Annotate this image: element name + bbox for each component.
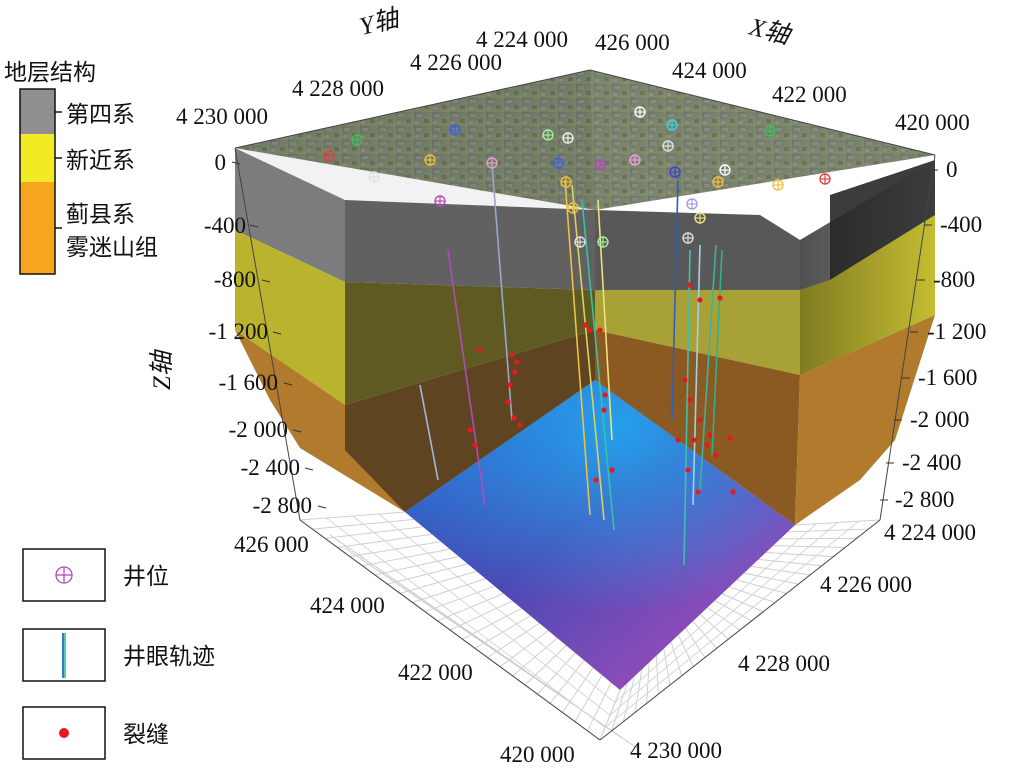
- right-inner-face: [595, 210, 800, 525]
- axis-ticks: [231, 161, 938, 509]
- z-right-tick-labels: 0 -400 -800 -1 200 -1 600 -2 000 -2 400 …: [895, 157, 986, 512]
- legend-label-quaternary: 第四系: [66, 102, 135, 128]
- tick-label: 4 230 000: [176, 104, 268, 129]
- tick-label: -800: [214, 267, 256, 292]
- tick-label: -1 600: [219, 370, 278, 395]
- tick-label: 4 228 000: [292, 76, 384, 101]
- surface-satellite-image: [235, 70, 935, 210]
- well-location-markers: [323, 106, 831, 248]
- tick-label: -2 400: [241, 455, 300, 480]
- bottom-grid: [299, 511, 881, 749]
- tick-label: -400: [204, 213, 246, 238]
- swatch-neogene: [20, 134, 55, 182]
- tick-label: -2 000: [229, 417, 288, 442]
- legend-label-well-location: 井位: [123, 564, 169, 590]
- x-top-tick-labels: 426 000 424 000 422 000 420 000: [595, 30, 970, 135]
- tick-label: 4 224 000: [884, 520, 976, 545]
- tick-label: 420 000: [500, 742, 575, 767]
- tick-label: -1 200: [927, 319, 986, 344]
- tick-label: -2 400: [902, 450, 961, 475]
- tick-label: 0: [946, 157, 958, 182]
- box-edges: [234, 69, 936, 521]
- legend-label-well-trajectory: 井眼轨迹: [123, 644, 215, 670]
- strata-legend-title: 地层结构: [4, 60, 96, 86]
- tick-label: 426 000: [234, 532, 309, 557]
- tick-label: 426 000: [595, 30, 670, 55]
- fracture-icon: [59, 728, 69, 738]
- well-trajectories: [419, 164, 723, 566]
- strata-legend: 地层结构 第四系 新近系 蓟县系 雾迷山组: [4, 60, 158, 275]
- x-bottom-tick-labels: 426 000 424 000 422 000 420 000: [234, 532, 575, 767]
- legend-label-neogene: 新近系: [66, 148, 135, 174]
- left-inner-face: [345, 200, 595, 512]
- y-bottom-tick-labels: 4 224 000 4 226 000 4 228 000 4 230 000: [630, 520, 976, 763]
- tick-label: 4 226 000: [820, 572, 912, 597]
- right-strata-face: [795, 160, 935, 525]
- legend-label-fracture: 裂缝: [123, 722, 169, 748]
- tick-label: -400: [940, 212, 982, 237]
- symbol-legend: 井位 井眼轨迹 裂缝: [22, 548, 215, 760]
- z-axis-label: Z轴: [149, 348, 176, 390]
- y-axis-label: Y轴: [357, 4, 404, 40]
- fracture-points: [467, 282, 736, 495]
- well-location-icon: [55, 566, 73, 584]
- tick-label: 422 000: [398, 660, 473, 685]
- tick-label: 424 000: [672, 58, 747, 83]
- tick-label: -1 200: [209, 319, 268, 344]
- swatch-quaternary: [20, 89, 55, 134]
- tick-label: 4 226 000: [410, 50, 502, 75]
- tick-label: -2 800: [253, 493, 312, 518]
- legend-label-wumishan: 雾迷山组: [66, 235, 158, 261]
- well-trajectory-icon: [62, 633, 66, 678]
- tick-label: -2 000: [910, 407, 969, 432]
- y-top-tick-labels: 4 230 000 4 228 000 4 226 000 4 224 000: [176, 27, 568, 129]
- x-axis-label: X轴: [746, 13, 795, 50]
- tick-label: -1 600: [918, 365, 977, 390]
- tick-label: 4 228 000: [738, 651, 830, 676]
- legend-label-jixian: 蓟县系: [66, 202, 135, 228]
- tick-label: 424 000: [310, 593, 385, 618]
- tick-label: -2 800: [895, 487, 954, 512]
- tick-label: 422 000: [772, 82, 847, 107]
- tick-label: 0: [215, 150, 227, 175]
- tick-label: -800: [933, 267, 975, 292]
- tick-label: 420 000: [895, 110, 970, 135]
- tick-label: 4 224 000: [476, 27, 568, 52]
- tick-label: 4 230 000: [630, 738, 722, 763]
- z-left-tick-labels: 0 -400 -800 -1 200 -1 600 -2 000 -2 400 …: [204, 150, 312, 518]
- swatch-jixian: [20, 182, 55, 274]
